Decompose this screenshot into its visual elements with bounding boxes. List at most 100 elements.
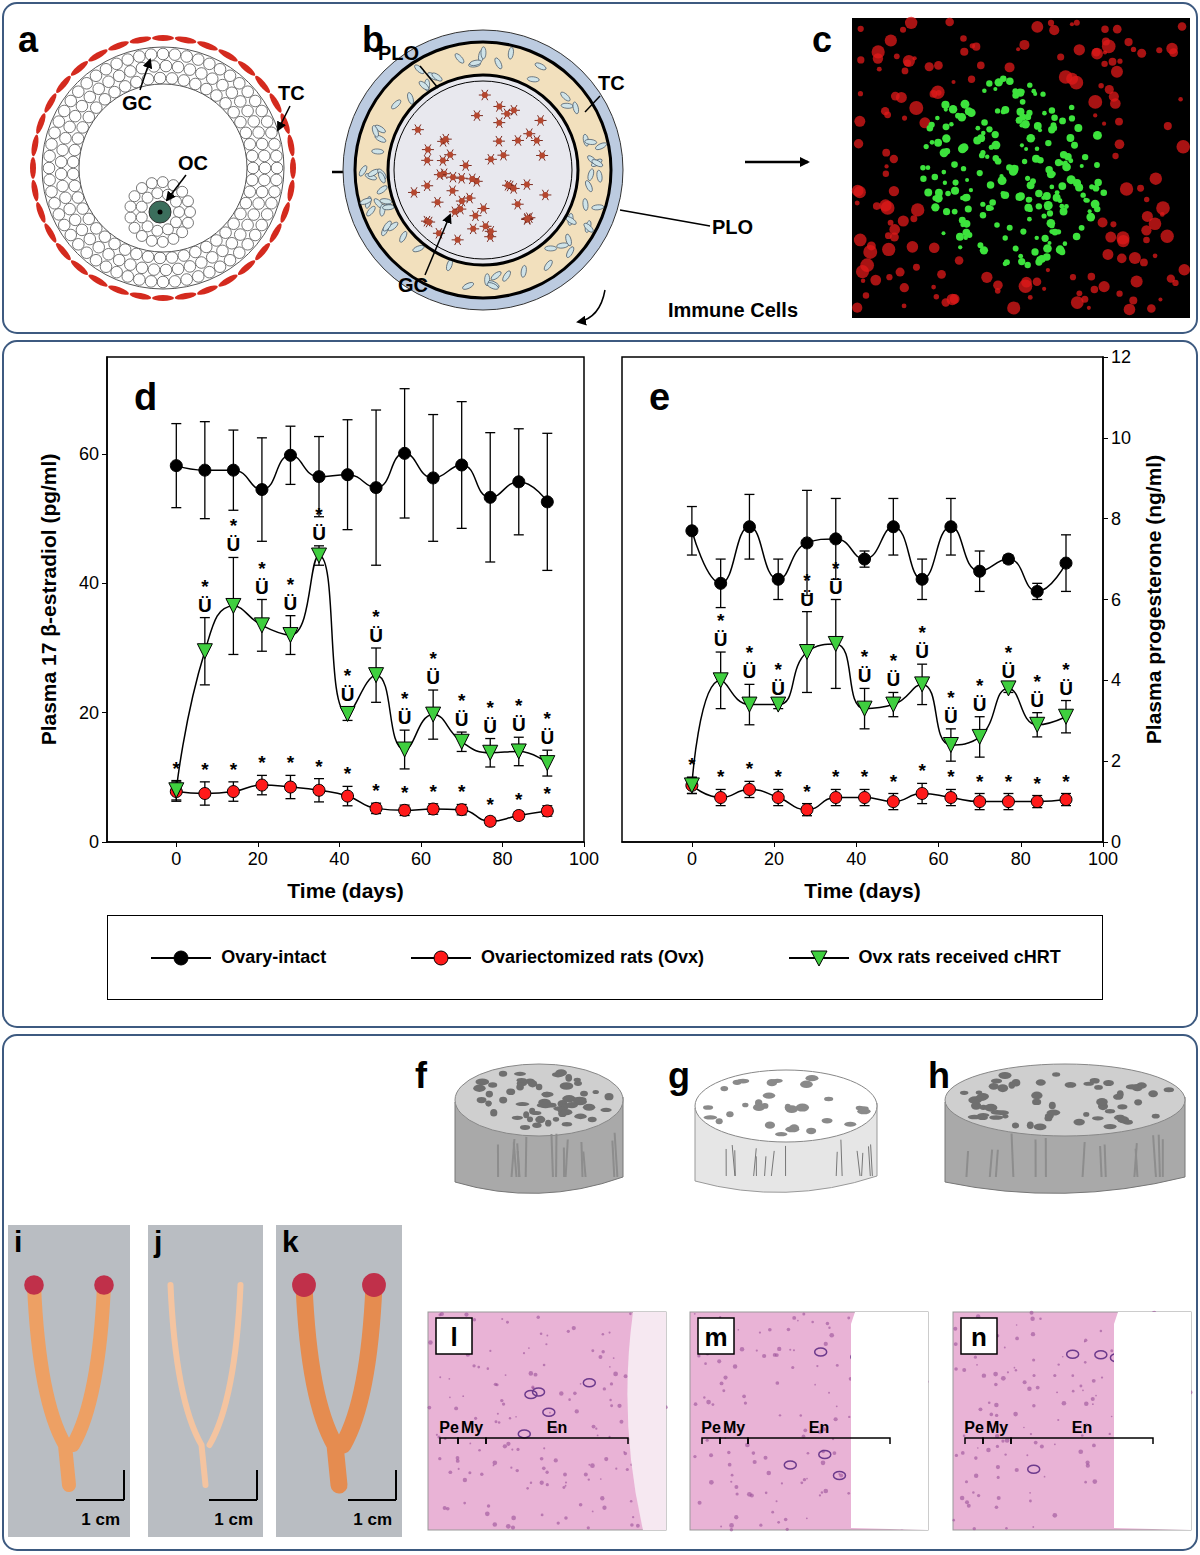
svg-text:Pe: Pe (964, 1419, 984, 1436)
svg-text:Ü: Ü (540, 727, 554, 748)
svg-text:Ü: Ü (426, 667, 440, 688)
svg-text:1 cm: 1 cm (214, 1510, 253, 1529)
svg-text:*: * (201, 576, 209, 597)
svg-text:100: 100 (569, 849, 599, 869)
svg-text:Time (days): Time (days) (287, 879, 403, 902)
svg-text:Immune Cells: Immune Cells (668, 299, 798, 321)
svg-text:Ü: Ü (714, 629, 728, 650)
svg-text:Ü: Ü (829, 577, 843, 598)
svg-text:Plasma progesterone (ng/ml): Plasma progesterone (ng/ml) (1142, 455, 1165, 744)
svg-text:20: 20 (79, 703, 99, 723)
svg-text:*: * (976, 771, 984, 792)
svg-text:*: * (429, 781, 437, 802)
svg-text:l: l (450, 1322, 457, 1352)
svg-text:0: 0 (89, 832, 99, 852)
svg-text:*: * (372, 606, 380, 627)
svg-text:e: e (649, 376, 670, 418)
svg-text:*: * (832, 766, 840, 787)
svg-text:*: * (832, 558, 840, 579)
svg-text:En: En (809, 1419, 829, 1436)
svg-text:*: * (803, 781, 811, 802)
svg-text:*: * (746, 642, 754, 663)
svg-text:40: 40 (329, 849, 349, 869)
svg-text:*: * (515, 789, 523, 810)
svg-text:*: * (230, 515, 238, 536)
svg-text:12: 12 (1111, 347, 1131, 367)
svg-text:GC: GC (122, 92, 152, 114)
svg-text:20: 20 (764, 849, 784, 869)
svg-text:*: * (401, 782, 409, 803)
svg-text:Ü: Ü (1030, 690, 1044, 711)
svg-text:Pe: Pe (439, 1419, 459, 1436)
svg-text:4: 4 (1111, 670, 1121, 690)
svg-text:Pe: Pe (701, 1419, 721, 1436)
svg-text:60: 60 (411, 849, 431, 869)
svg-text:*: * (775, 766, 783, 787)
svg-text:*: * (372, 780, 380, 801)
svg-text:Ü: Ü (227, 534, 241, 555)
svg-text:40: 40 (846, 849, 866, 869)
svg-text:*: * (1005, 642, 1013, 663)
svg-text:TC: TC (278, 82, 305, 104)
svg-text:Ü: Ü (369, 625, 383, 646)
svg-text:Ü: Ü (284, 593, 298, 614)
svg-text:10: 10 (1111, 428, 1131, 448)
svg-text:*: * (918, 622, 926, 643)
svg-text:*: * (487, 794, 495, 815)
svg-text:Ü: Ü (312, 523, 326, 544)
svg-text:*: * (717, 766, 725, 787)
svg-text:PLO: PLO (378, 42, 419, 64)
svg-text:*: * (890, 650, 898, 671)
svg-text:80: 80 (1011, 849, 1031, 869)
svg-text:Ü: Ü (1002, 661, 1016, 682)
svg-text:*: * (458, 690, 466, 711)
svg-text:m: m (704, 1322, 727, 1352)
svg-text:Ü: Ü (455, 709, 469, 730)
svg-text:*: * (458, 781, 466, 802)
svg-text:*: * (344, 665, 352, 686)
svg-text:*: * (230, 759, 238, 780)
svg-text:*: * (775, 659, 783, 680)
svg-text:Plasma 17 β-estradiol (pg/ml): Plasma 17 β-estradiol (pg/ml) (37, 454, 60, 746)
svg-text:*: * (717, 610, 725, 631)
svg-text:*: * (1062, 659, 1070, 680)
svg-text:40: 40 (79, 573, 99, 593)
svg-text:*: * (258, 558, 266, 579)
svg-text:*: * (201, 759, 209, 780)
svg-text:*: * (429, 648, 437, 669)
svg-text:*: * (918, 760, 926, 781)
svg-text:Ü: Ü (198, 595, 212, 616)
svg-text:2: 2 (1111, 751, 1121, 771)
svg-text:Ü: Ü (512, 714, 526, 735)
svg-text:Ü: Ü (255, 577, 269, 598)
svg-text:Ü: Ü (771, 678, 785, 699)
svg-text:20: 20 (248, 849, 268, 869)
svg-text:*: * (515, 695, 523, 716)
svg-text:1 cm: 1 cm (353, 1510, 392, 1529)
svg-text:*: * (1034, 671, 1042, 692)
svg-text:Ü: Ü (800, 589, 814, 610)
svg-text:*: * (976, 675, 984, 696)
svg-text:c: c (812, 19, 832, 60)
svg-text:*: * (315, 504, 323, 525)
svg-text:My: My (723, 1419, 745, 1436)
svg-text:*: * (803, 570, 811, 591)
svg-text:n: n (971, 1322, 987, 1352)
svg-text:60: 60 (79, 444, 99, 464)
svg-text:*: * (890, 771, 898, 792)
svg-text:*: * (1034, 773, 1042, 794)
svg-text:*: * (344, 763, 352, 784)
svg-text:Ü: Ü (973, 694, 987, 715)
svg-text:Ü: Ü (398, 707, 412, 728)
svg-text:a: a (18, 19, 39, 60)
svg-text:My: My (461, 1419, 483, 1436)
svg-text:Ü: Ü (858, 665, 872, 686)
svg-text:i: i (14, 1225, 22, 1258)
svg-text:My: My (986, 1419, 1008, 1436)
svg-text:Ü: Ü (944, 706, 958, 727)
svg-text:f: f (415, 1055, 428, 1096)
svg-text:k: k (282, 1225, 299, 1258)
svg-text:*: * (401, 688, 409, 709)
svg-text:0: 0 (171, 849, 181, 869)
svg-text:8: 8 (1111, 509, 1121, 529)
